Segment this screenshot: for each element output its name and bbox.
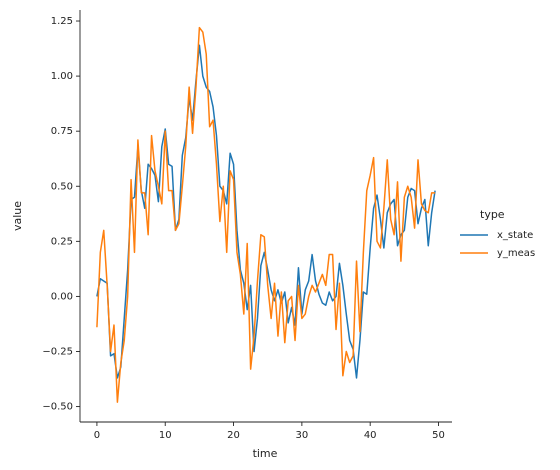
line-y-meas — [96, 26, 436, 403]
x-tick-label: 50 — [432, 430, 445, 441]
y-tick-label: 0.50 — [51, 181, 73, 192]
legend-label: y_meas — [497, 248, 535, 259]
x-tick-label: 20 — [227, 430, 240, 441]
y-axis-label: value — [11, 201, 24, 231]
line-x-state — [96, 44, 436, 379]
y-tick-label: 0.75 — [51, 126, 73, 137]
legend-label: x_state — [497, 230, 533, 241]
y-tick-label: 1.25 — [51, 16, 73, 27]
x-tick-label: 10 — [159, 430, 172, 441]
x-axis-label: time — [253, 447, 278, 460]
y-tick-label: 1.00 — [51, 71, 73, 82]
x-tick-label: 40 — [364, 430, 377, 441]
legend-title: type — [480, 208, 505, 221]
x-tick-label: 30 — [296, 430, 309, 441]
y-tick-label: −0.25 — [42, 346, 73, 357]
y-tick-label: 0.25 — [51, 236, 73, 247]
x-tick-label: 0 — [94, 430, 100, 441]
y-tick-label: 0.00 — [51, 291, 73, 302]
y-tick-label: −0.50 — [42, 402, 73, 413]
